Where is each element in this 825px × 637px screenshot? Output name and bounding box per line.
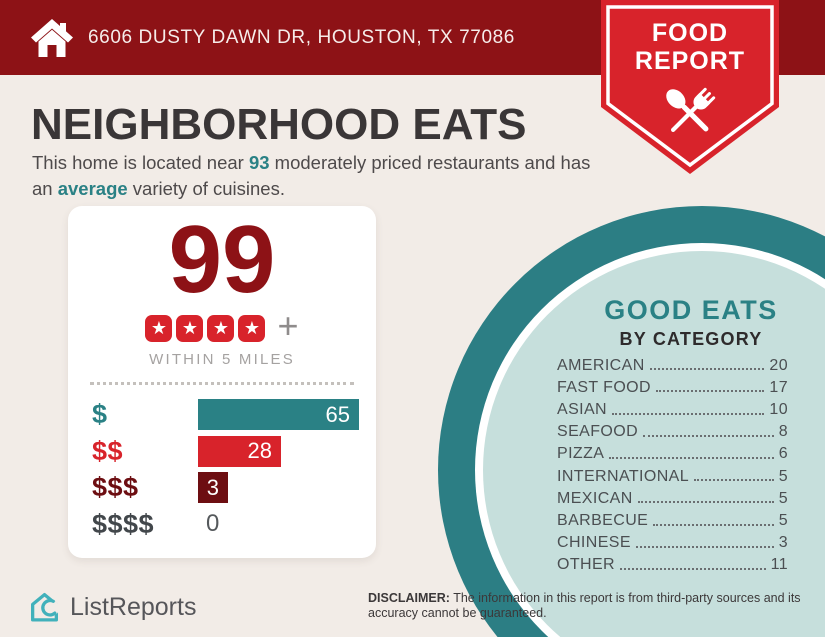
ribbon-shape: [601, 0, 779, 174]
price-label: $: [92, 399, 108, 430]
category-label: AMERICAN: [557, 356, 645, 374]
plus-sign: +: [277, 305, 299, 347]
price-bar-value: 65: [325, 401, 350, 427]
property-address: 6606 DUSTY DAWN DR, HOUSTON, TX 77086: [88, 26, 515, 48]
price-bar-value: 28: [247, 438, 272, 464]
category-row: CHINESE 3: [557, 530, 788, 552]
radius-caption: WITHIN 5 MILES: [149, 351, 295, 369]
dotted-leader: [609, 456, 774, 459]
page-title: NEIGHBORHOOD EATS: [31, 100, 527, 149]
category-label: BARBECUE: [557, 511, 649, 529]
category-row: AMERICAN 20: [557, 352, 788, 374]
price-label: $$: [92, 435, 124, 466]
category-value: 8: [778, 423, 788, 441]
score-card: 99 ★★★★ + WITHIN 5 MILES $ 65 65 $$ 28 2…: [68, 206, 376, 558]
category-value: 5: [778, 489, 788, 507]
spoon-fork-icon: [666, 87, 716, 132]
dotted-leader: [694, 479, 774, 482]
category-label: CHINESE: [557, 534, 631, 552]
price-bar-chart: $ 65 65 $$ 28 28 $$$ 3 3: [68, 396, 376, 542]
category-value: 11: [770, 556, 788, 574]
star-icon: ★: [238, 314, 266, 342]
price-row: $$ 28 28: [68, 433, 376, 470]
price-row: $ 65 65: [68, 396, 376, 433]
star-icon: ★: [145, 314, 173, 342]
price-label: $$$$: [92, 508, 155, 539]
category-value: 6: [778, 445, 788, 463]
dotted-leader: [620, 567, 766, 570]
category-label: OTHER: [557, 556, 615, 574]
dotted-leader: [635, 545, 774, 548]
brand-name: ListReports: [70, 593, 197, 621]
star-icon: ★: [207, 314, 235, 342]
listreports-logo: ListReports: [28, 591, 196, 624]
price-bar: 28: [198, 435, 281, 467]
price-row: $$$ 3 3: [68, 469, 376, 506]
dotted-leader: [655, 390, 765, 393]
dotted-leader: [649, 368, 765, 371]
bar-track: 65 65: [198, 399, 376, 431]
subtitle-text: This home is located near: [32, 152, 249, 173]
disclaimer: DISCLAIMER: The information in this repo…: [368, 591, 825, 622]
category-row: ASIAN 10: [557, 396, 788, 418]
badge-title-line2: REPORT: [634, 46, 746, 75]
dotted-leader: [643, 434, 774, 437]
stars-row: ★ ★ ★ ★ +: [68, 308, 376, 344]
restaurant-count: 93: [248, 152, 270, 173]
price-bar: 3: [198, 472, 228, 504]
page-subtitle: This home is located near 93 moderately …: [32, 150, 594, 201]
dotted-leader: [653, 523, 774, 526]
badge-title: FOOD REPORT: [601, 19, 779, 75]
price-bar-value: 3: [206, 474, 219, 500]
subtitle-text: moderately priced restaurants and has an: [32, 152, 591, 199]
category-list: AMERICAN 20 FAST FOOD 17 ASIAN 10 SEAFOOD 8 …: [557, 352, 788, 574]
bar-track: 3 3: [198, 472, 376, 504]
category-label: MEXICAN: [557, 489, 633, 507]
category-label: INTERNATIONAL: [557, 467, 690, 485]
category-value: 5: [778, 467, 788, 485]
star-icon: ★: [176, 314, 204, 342]
badge-title-line1: FOOD: [651, 19, 729, 47]
stars: ★ ★ ★ ★: [145, 314, 269, 342]
category-row: SEAFOOD 8: [557, 419, 788, 441]
category-row: FAST FOOD 17: [557, 374, 788, 396]
category-value: 10: [769, 400, 788, 418]
food-report-badge: FOOD REPORT: [601, 0, 779, 174]
price-zero: 0: [206, 510, 220, 538]
category-label: SEAFOOD: [557, 423, 639, 441]
bar-track: 0 0: [198, 510, 376, 538]
category-row: BARBECUE 5: [557, 507, 788, 529]
category-label: ASIAN: [557, 400, 608, 418]
category-row: MEXICAN 5: [557, 485, 788, 507]
price-row: $$$$ 0 0: [68, 506, 376, 543]
subtitle-text: variety of cuisines.: [127, 177, 285, 199]
category-value: 5: [778, 511, 788, 529]
category-value: 20: [769, 356, 788, 374]
category-row: INTERNATIONAL 5: [557, 463, 788, 485]
disclaimer-label: DISCLAIMER:: [368, 591, 450, 605]
dotted-leader: [612, 412, 765, 415]
good-eats-header: GOOD EATS BY CATEGORY: [556, 295, 825, 350]
category-value: 17: [769, 378, 788, 396]
price-label: $$$: [92, 472, 139, 503]
good-eats-title: GOOD EATS: [604, 295, 778, 325]
category-value: 3: [778, 534, 788, 552]
disclaimer-text: The information in this report is from t…: [368, 591, 801, 621]
good-eats-subtitle: BY CATEGORY: [619, 329, 763, 349]
dotted-divider: [90, 382, 354, 386]
category-row: OTHER 11: [557, 552, 788, 574]
restaurant-score: 99: [168, 206, 276, 313]
price-bar: 65: [198, 399, 359, 431]
category-label: FAST FOOD: [557, 378, 651, 396]
listreports-house-icon: [30, 592, 60, 622]
variety-highlight: average: [57, 177, 128, 199]
category-row: PIZZA 6: [557, 441, 788, 463]
dotted-leader: [637, 501, 774, 504]
bar-track: 28 28: [198, 435, 376, 467]
category-label: PIZZA: [557, 445, 605, 463]
home-icon: [31, 18, 73, 57]
